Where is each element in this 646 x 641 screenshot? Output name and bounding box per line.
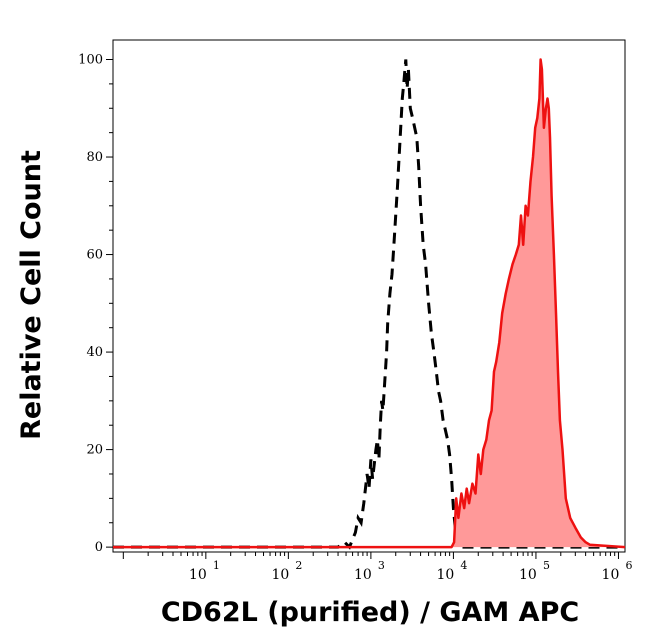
x-tick-label: 10 [189,567,207,583]
x-tick-exponent: 1 [213,559,220,572]
y-tick-label: 60 [86,248,103,263]
x-tick-exponent: 6 [625,559,632,572]
x-tick-label: 10 [354,567,372,583]
plot-area [112,39,626,553]
series-group [113,58,626,550]
y-tick-label: 80 [86,150,103,165]
x-axis-title: CD62L (purified) / GAM APC [161,597,579,628]
x-tick-exponent: 4 [460,559,467,572]
y-tick-label: 100 [78,53,103,68]
y-tick-label: 40 [86,345,103,360]
x-tick-label: 10 [436,567,454,583]
x-tick-label: 10 [271,567,289,583]
series-1-line [113,58,626,549]
x-tick-exponent: 5 [543,559,550,572]
series-0-line [113,59,625,550]
y-tick-label: 0 [95,540,103,555]
x-tick-label: 10 [519,567,537,583]
x-tick-exponent: 2 [295,559,302,572]
x-tick-label: 10 [602,567,620,583]
plot-frame [112,39,626,553]
y-axis-title: Relative Cell Count [16,150,47,440]
x-tick-exponent: 3 [378,559,385,572]
series-1-fill [113,59,625,548]
y-tick-label: 20 [86,443,103,458]
axes: 0 20 40 60 80 100 10 1 10 2 10 3 10 4 10 5 10 6 [78,53,632,583]
